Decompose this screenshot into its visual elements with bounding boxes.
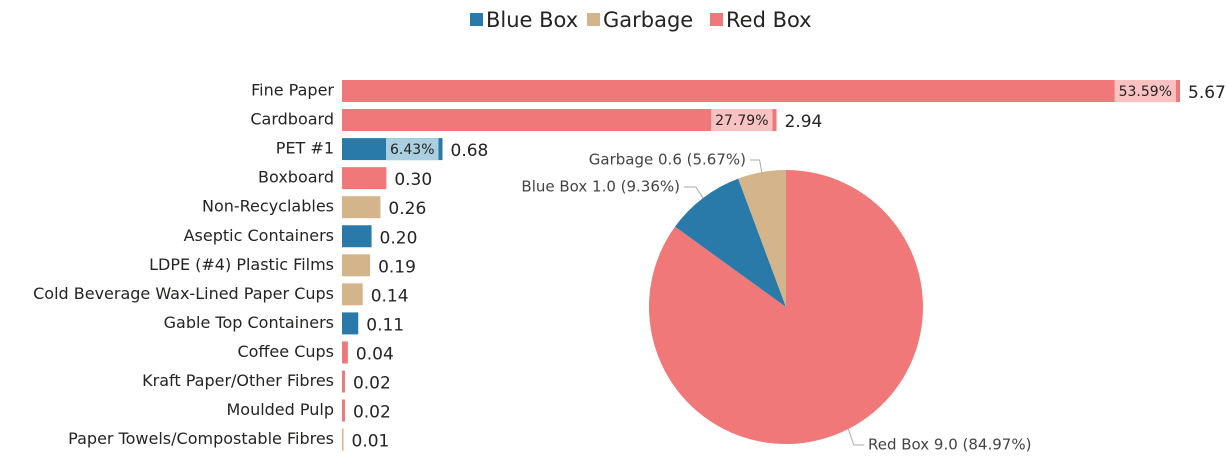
category-label: Coffee Cups: [237, 342, 334, 361]
legend-label: Garbage: [603, 8, 693, 32]
category-label: PET #1: [276, 139, 334, 158]
bar: [342, 370, 345, 393]
value-label: 0.30: [394, 170, 432, 190]
category-label: Kraft Paper/Other Fibres: [142, 371, 334, 390]
pie-label: Red Box 9.0 (84.97%): [868, 436, 1031, 454]
leader-line: [684, 186, 704, 199]
value-label: 0.01: [352, 432, 390, 452]
value-label: 0.11: [366, 315, 404, 335]
category-label: Cold Beverage Wax-Lined Paper Cups: [33, 284, 334, 303]
bar: [342, 109, 777, 132]
bar: [342, 283, 363, 306]
pie-label: Blue Box 1.0 (9.36%): [521, 178, 680, 196]
share-label: 27.79%: [715, 113, 768, 129]
value-label: 0.14: [371, 286, 409, 306]
value-label: 2.94: [785, 112, 823, 132]
bar: [342, 196, 381, 219]
leader-line: [750, 159, 763, 173]
value-label: 0.04: [356, 344, 394, 364]
legend-swatch: [710, 13, 723, 26]
share-highlight: [386, 138, 439, 161]
category-label: Moulded Pulp: [226, 400, 334, 419]
bar: [342, 80, 1180, 102]
leader-line: [847, 428, 864, 446]
value-label: 5.67: [1188, 83, 1226, 103]
value-label: 0.19: [378, 257, 416, 277]
share-highlight: [1114, 80, 1176, 102]
value-label: 0.26: [388, 199, 426, 219]
category-label: Boxboard: [258, 168, 334, 187]
legend-swatch: [587, 13, 600, 26]
category-label: Paper Towels/Compostable Fibres: [68, 429, 334, 448]
category-label: Aseptic Containers: [184, 226, 334, 245]
bar: [342, 341, 348, 364]
pie-slice: [738, 170, 786, 307]
bar: [342, 312, 359, 335]
share-label: 53.59%: [1119, 84, 1172, 100]
pie-slice: [675, 178, 786, 307]
value-label: 0.20: [380, 228, 418, 248]
pie-label: Garbage 0.6 (5.67%): [589, 151, 746, 169]
value-label: 0.02: [353, 374, 391, 394]
share-label: 6.43%: [390, 142, 434, 158]
category-label: Non-Recyclables: [202, 197, 334, 216]
bar: [342, 254, 371, 277]
bar: [342, 167, 387, 190]
category-label: Fine Paper: [251, 81, 334, 100]
bar: [342, 399, 345, 422]
pie-slice: [648, 170, 923, 444]
legend-swatch: [470, 13, 483, 26]
category-label: Gable Top Containers: [164, 313, 334, 332]
bar: [342, 428, 344, 451]
legend-label: Red Box: [726, 8, 812, 32]
value-label: 0.02: [353, 403, 391, 423]
legend-label: Blue Box: [486, 8, 578, 32]
value-label: 0.68: [451, 141, 489, 161]
bar: [342, 225, 372, 248]
category-label: LDPE (#4) Plastic Films: [149, 255, 334, 274]
category-label: Cardboard: [250, 110, 334, 129]
share-highlight: [711, 109, 773, 132]
